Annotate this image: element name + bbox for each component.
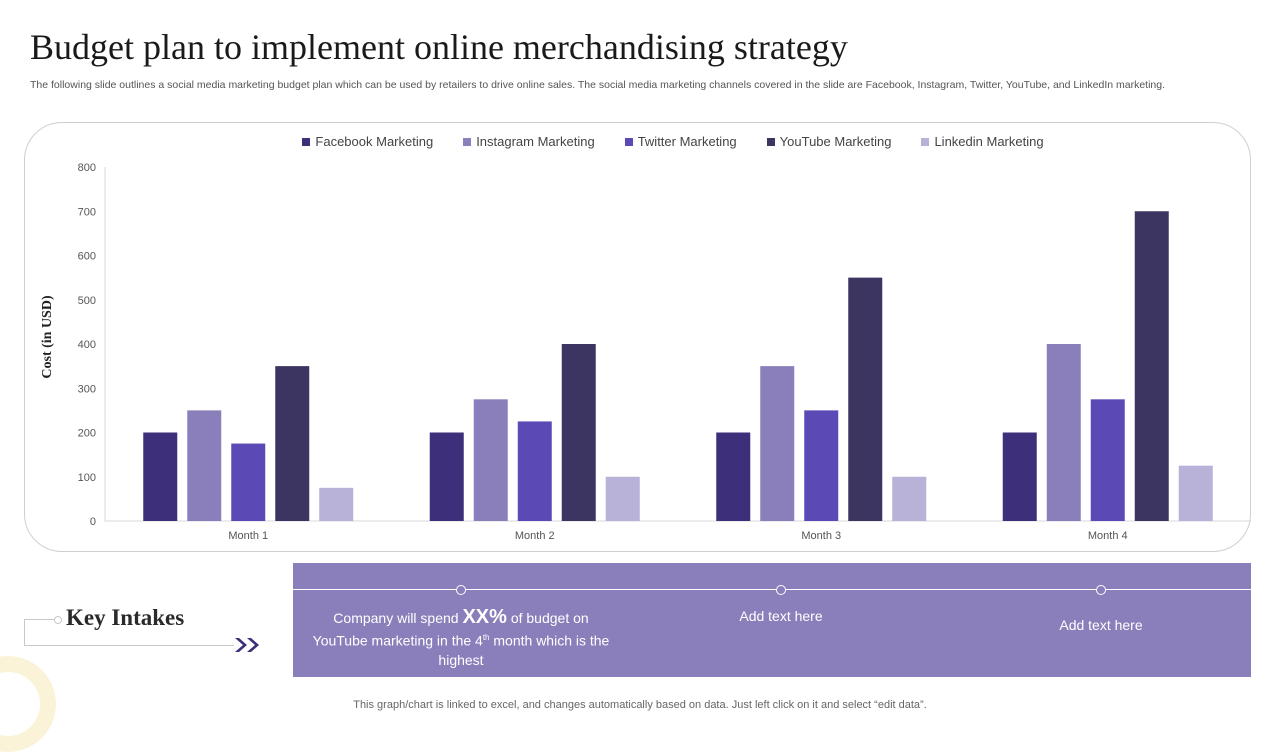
connector-dot: [54, 616, 62, 624]
bar[interactable]: [429, 432, 464, 522]
bar[interactable]: [517, 421, 552, 521]
x-tick-label: Month 2: [515, 530, 555, 542]
legend-swatch: [624, 137, 633, 146]
bar[interactable]: [1046, 344, 1081, 521]
intake-superscript: th: [482, 633, 490, 642]
x-tick-label: Month 3: [801, 530, 841, 542]
intake-text-1[interactable]: Company will spend XX% of budget on YouT…: [311, 606, 611, 670]
y-tick-label: 500: [78, 295, 96, 307]
connector-line: [24, 619, 25, 645]
intake-text-2[interactable]: Add text here: [739, 608, 823, 624]
legend-item[interactable]: Facebook Marketing: [302, 134, 433, 149]
legend-item[interactable]: YouTube Marketing: [766, 134, 892, 149]
legend-label: Facebook Marketing: [315, 134, 434, 149]
bar[interactable]: [716, 432, 751, 522]
legend-swatch: [766, 137, 775, 146]
intake-text-part: Company will spend: [333, 610, 463, 626]
bar[interactable]: [848, 277, 883, 521]
intake-text-part: of budget on YouTube marketing in the 4: [312, 610, 589, 649]
bar[interactable]: [760, 366, 795, 521]
y-tick-label: 800: [78, 162, 96, 174]
legend-label: Linkedin Marketing: [934, 134, 1044, 149]
y-tick-label: 700: [78, 206, 96, 218]
timeline-node: [1096, 585, 1106, 595]
legend-item[interactable]: Linkedin Marketing: [921, 134, 1044, 149]
bar[interactable]: [473, 399, 508, 521]
bar[interactable]: [187, 410, 222, 521]
bar[interactable]: [804, 410, 839, 521]
y-tick-label: 600: [78, 251, 96, 263]
bar[interactable]: [892, 476, 927, 521]
bar[interactable]: [1134, 211, 1169, 521]
legend-swatch: [463, 137, 472, 146]
y-tick-label: 200: [78, 428, 96, 440]
legend-swatch: [921, 137, 930, 146]
page-subtitle: The following slide outlines a social me…: [30, 79, 1166, 91]
chart-panel: [24, 122, 1251, 552]
bar[interactable]: [605, 476, 640, 521]
legend-item[interactable]: Twitter Marketing: [624, 134, 737, 149]
intake-text-part: month which is the highest: [438, 632, 610, 668]
timeline-node: [776, 585, 786, 595]
intake-text-3[interactable]: Add text here: [1059, 617, 1143, 633]
bar[interactable]: [1178, 465, 1213, 521]
double-chevron-right-icon: [235, 638, 259, 652]
x-tick-label: Month 1: [228, 530, 268, 542]
x-tick-label: Month 4: [1088, 530, 1128, 542]
bar[interactable]: [143, 432, 178, 522]
y-tick-label: 100: [78, 472, 96, 484]
legend-label: YouTube Marketing: [779, 134, 892, 149]
legend-label: Twitter Marketing: [637, 134, 737, 149]
timeline-line: [293, 589, 1251, 590]
intake-highlight: XX%: [462, 606, 507, 628]
bar[interactable]: [275, 366, 310, 521]
y-tick-label: 400: [78, 339, 96, 351]
bar[interactable]: [1090, 399, 1125, 521]
bar[interactable]: [1002, 432, 1037, 522]
key-intakes-title: Key Intakes: [66, 605, 185, 630]
footer-note: This graph/chart is linked to excel, and…: [353, 699, 927, 711]
legend-label: Instagram Marketing: [476, 134, 595, 149]
y-tick-label: 0: [90, 516, 96, 528]
bar-chart[interactable]: 0 100 200 300 400 500 600 700 800 Month 1 Month 2 M…: [0, 0, 1280, 560]
y-axis-label: Cost (in USD): [40, 295, 55, 379]
connector-line: [24, 645, 234, 646]
bar[interactable]: [561, 344, 596, 521]
connector-line: [24, 619, 54, 620]
chart-legend: Facebook Marketing Instagram Marketing Twi…: [0, 134, 1280, 149]
key-intakes-panel: Company will spend XX% of budget on YouT…: [293, 563, 1251, 677]
legend-swatch: [302, 137, 311, 146]
timeline-node: [456, 585, 466, 595]
bar[interactable]: [319, 487, 354, 521]
legend-item[interactable]: Instagram Marketing: [463, 134, 595, 149]
page-title: Budget plan to implement online merchand…: [30, 27, 848, 67]
y-tick-label: 300: [78, 383, 96, 395]
bar[interactable]: [231, 443, 266, 521]
